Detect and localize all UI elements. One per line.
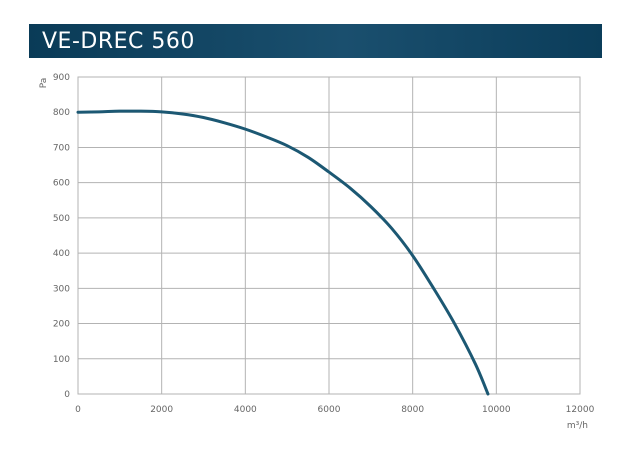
title-bar: VE-DREC 560 xyxy=(29,24,602,58)
grid xyxy=(77,76,581,395)
x-tick-labels: 0 2000 4000 6000 8000 10000 12000 xyxy=(75,405,594,415)
x-tick-label: 0 xyxy=(75,405,81,415)
y-tick-label: 400 xyxy=(53,249,70,259)
y-tick-label: 600 xyxy=(53,179,70,189)
x-tick-label: 12000 xyxy=(566,405,595,415)
y-tick-label: 500 xyxy=(53,214,70,224)
y-tick-label: 900 xyxy=(53,73,70,83)
x-tick-label: 6000 xyxy=(318,405,341,415)
y-tick-label: 300 xyxy=(53,284,70,294)
x-tick-label: 8000 xyxy=(401,405,424,415)
y-tick-label: 700 xyxy=(53,143,70,153)
series-line xyxy=(76,109,490,396)
x-tick-label: 10000 xyxy=(482,405,511,415)
x-axis-label: m³/h xyxy=(567,421,588,431)
chart-title: VE-DREC 560 xyxy=(42,28,195,54)
x-tick-label: 2000 xyxy=(150,405,173,415)
y-tick-label: 800 xyxy=(53,108,70,118)
x-tick-label: 4000 xyxy=(234,405,257,415)
y-tick-label: 0 xyxy=(64,390,70,400)
y-axis-label: Pa xyxy=(39,78,49,89)
y-tick-labels: 0 100 200 300 400 500 600 700 800 900 xyxy=(53,73,70,400)
y-tick-label: 100 xyxy=(53,355,70,365)
y-tick-label: 200 xyxy=(53,320,70,330)
